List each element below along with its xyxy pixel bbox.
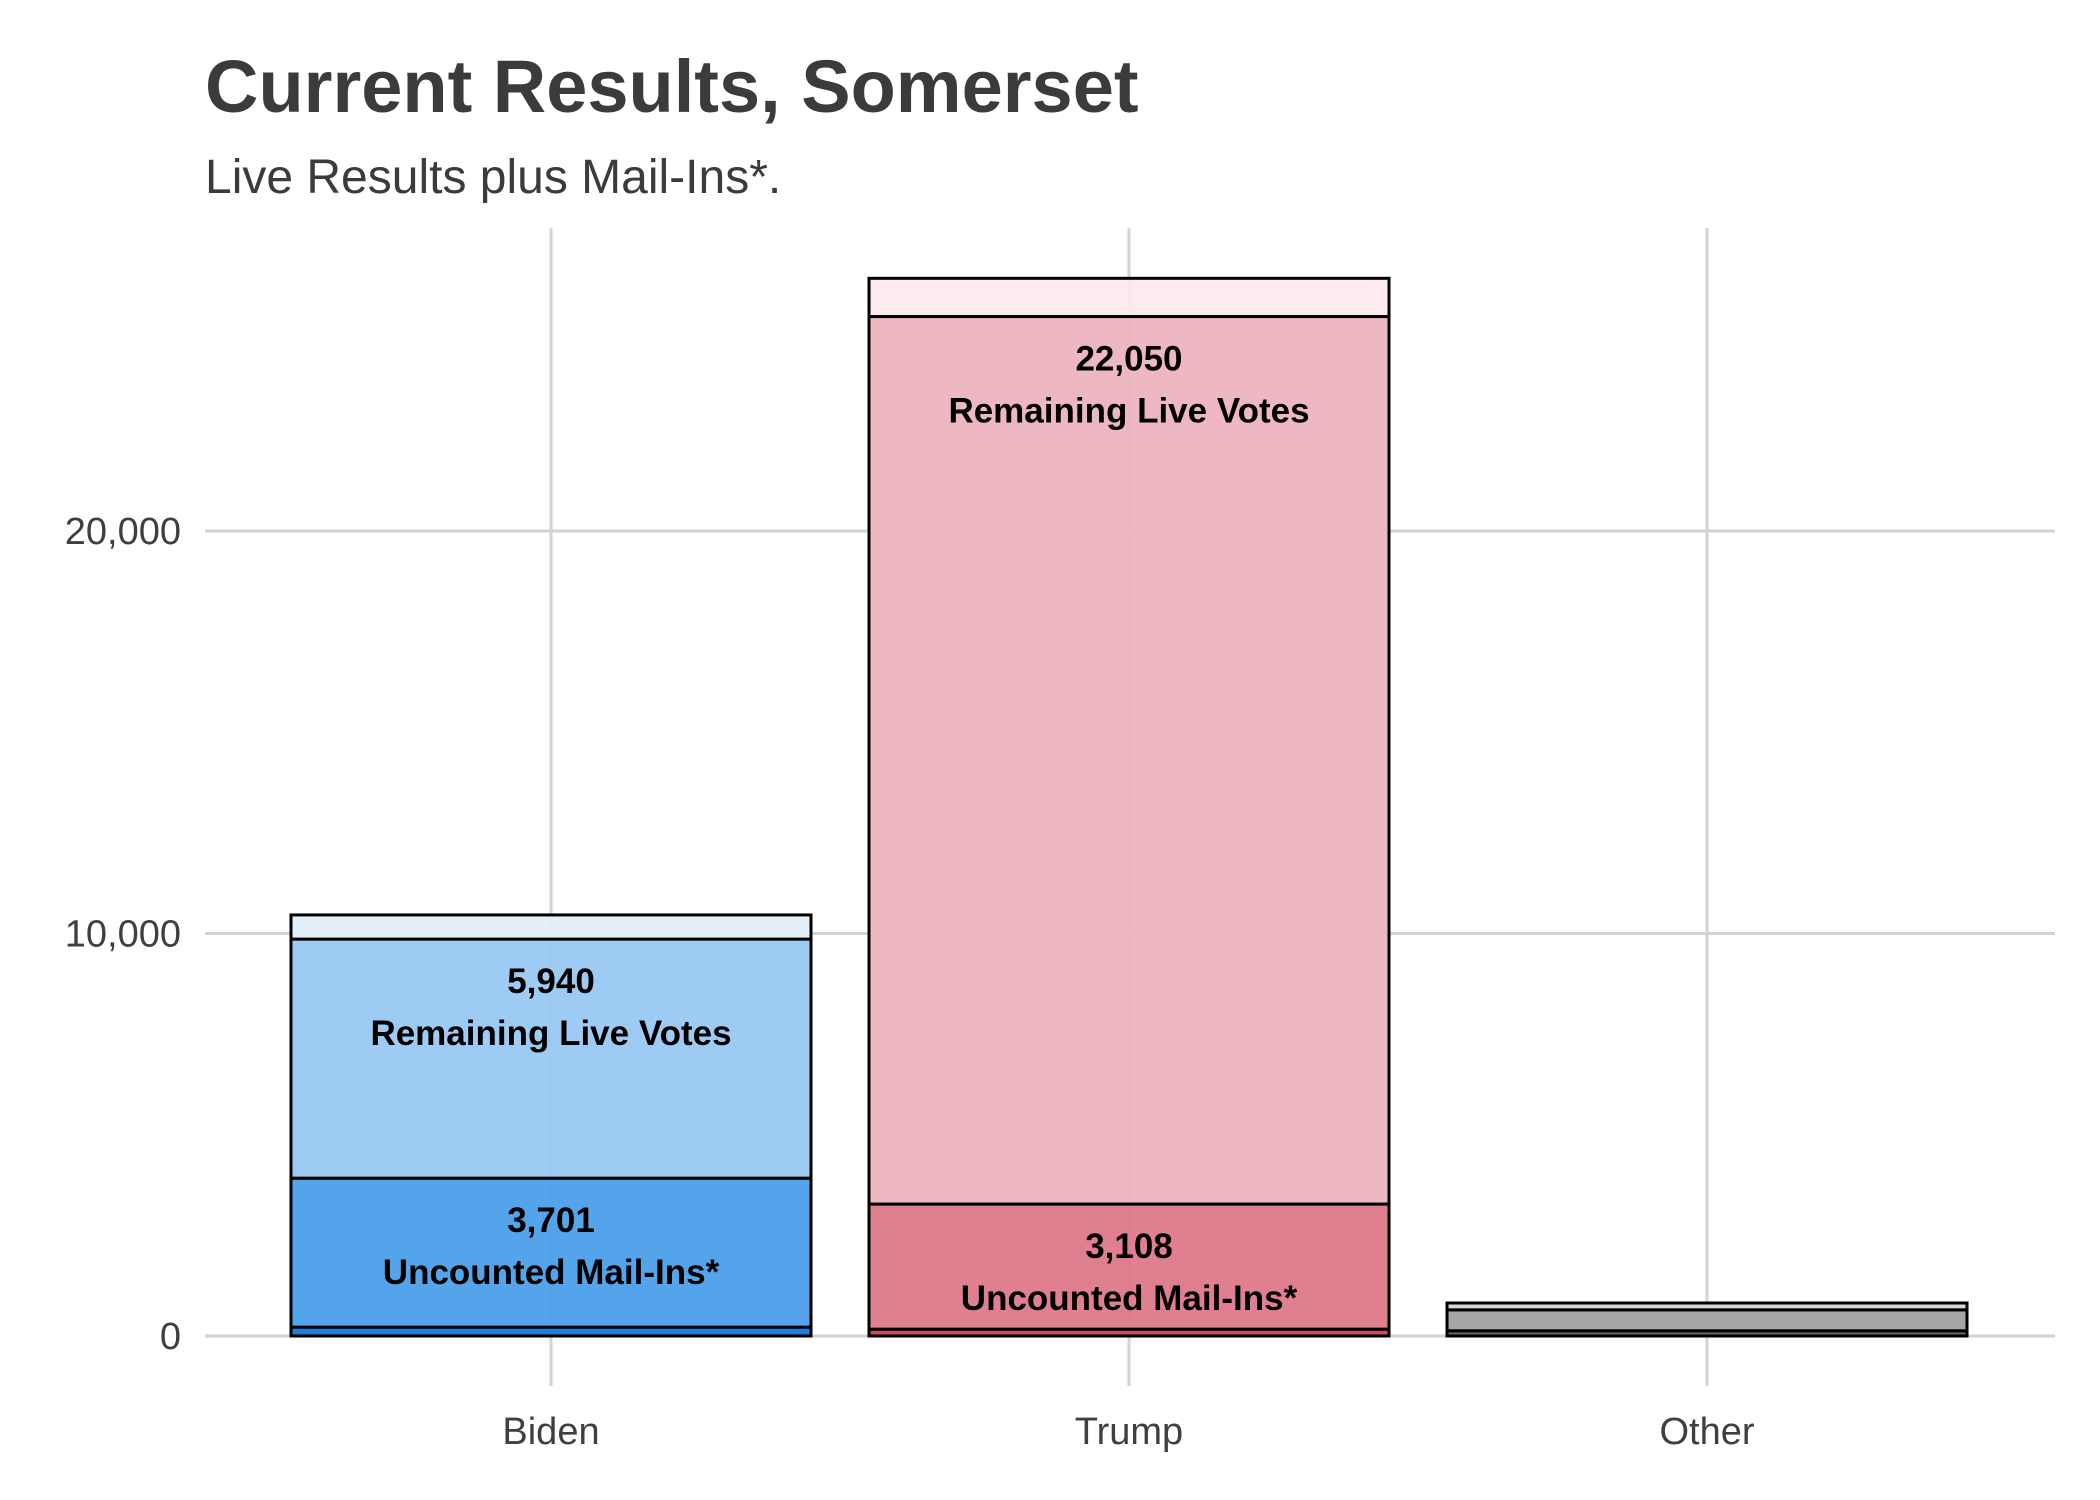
bar-segment-trump-2 (867, 315, 1391, 1206)
segment-text-label-trump-2: Remaining Live Votes (948, 392, 1309, 431)
bar-segment-trump-3 (867, 276, 1391, 319)
x-tick-label-trump: Trump (1075, 1411, 1183, 1453)
x-tick-label-other: Other (1659, 1411, 1754, 1453)
label-layer: 3,701 Uncounted Mail-Ins* 5,940 Remaining L… (370, 340, 1309, 1319)
segment-value-label-biden-2: 5,940 (507, 962, 595, 1001)
segment-text-label-trump-1: Uncounted Mail-Ins* (961, 1279, 1298, 1318)
bar-segment-biden-3 (289, 913, 813, 941)
segment-value-label-trump-2: 22,050 (1075, 340, 1182, 379)
x-tick-label-biden: Biden (502, 1411, 599, 1453)
bar-segment-other-2 (1445, 1301, 1969, 1312)
chart-subtitle: Live Results plus Mail-Ins*. (205, 151, 782, 204)
segment-text-label-biden-1: Uncounted Mail-Ins* (383, 1253, 720, 1292)
segment-text-label-biden-2: Remaining Live Votes (370, 1014, 731, 1053)
segment-value-label-trump-1: 3,108 (1085, 1227, 1173, 1266)
axis-layer: 0 10,000 20,000 Biden Trump Other (65, 511, 1755, 1453)
bar-layer (289, 276, 1969, 1338)
y-tick-label-0: 0 (160, 1316, 181, 1358)
chart-title: Current Results, Somerset (205, 45, 1139, 128)
y-tick-label-10000: 10,000 (65, 914, 181, 956)
segment-value-label-biden-1: 3,701 (507, 1201, 595, 1240)
bar-segment-other-1 (1445, 1308, 1969, 1333)
y-tick-label-20000: 20,000 (65, 511, 181, 553)
bar-segment-trump-1 (867, 1202, 1391, 1331)
